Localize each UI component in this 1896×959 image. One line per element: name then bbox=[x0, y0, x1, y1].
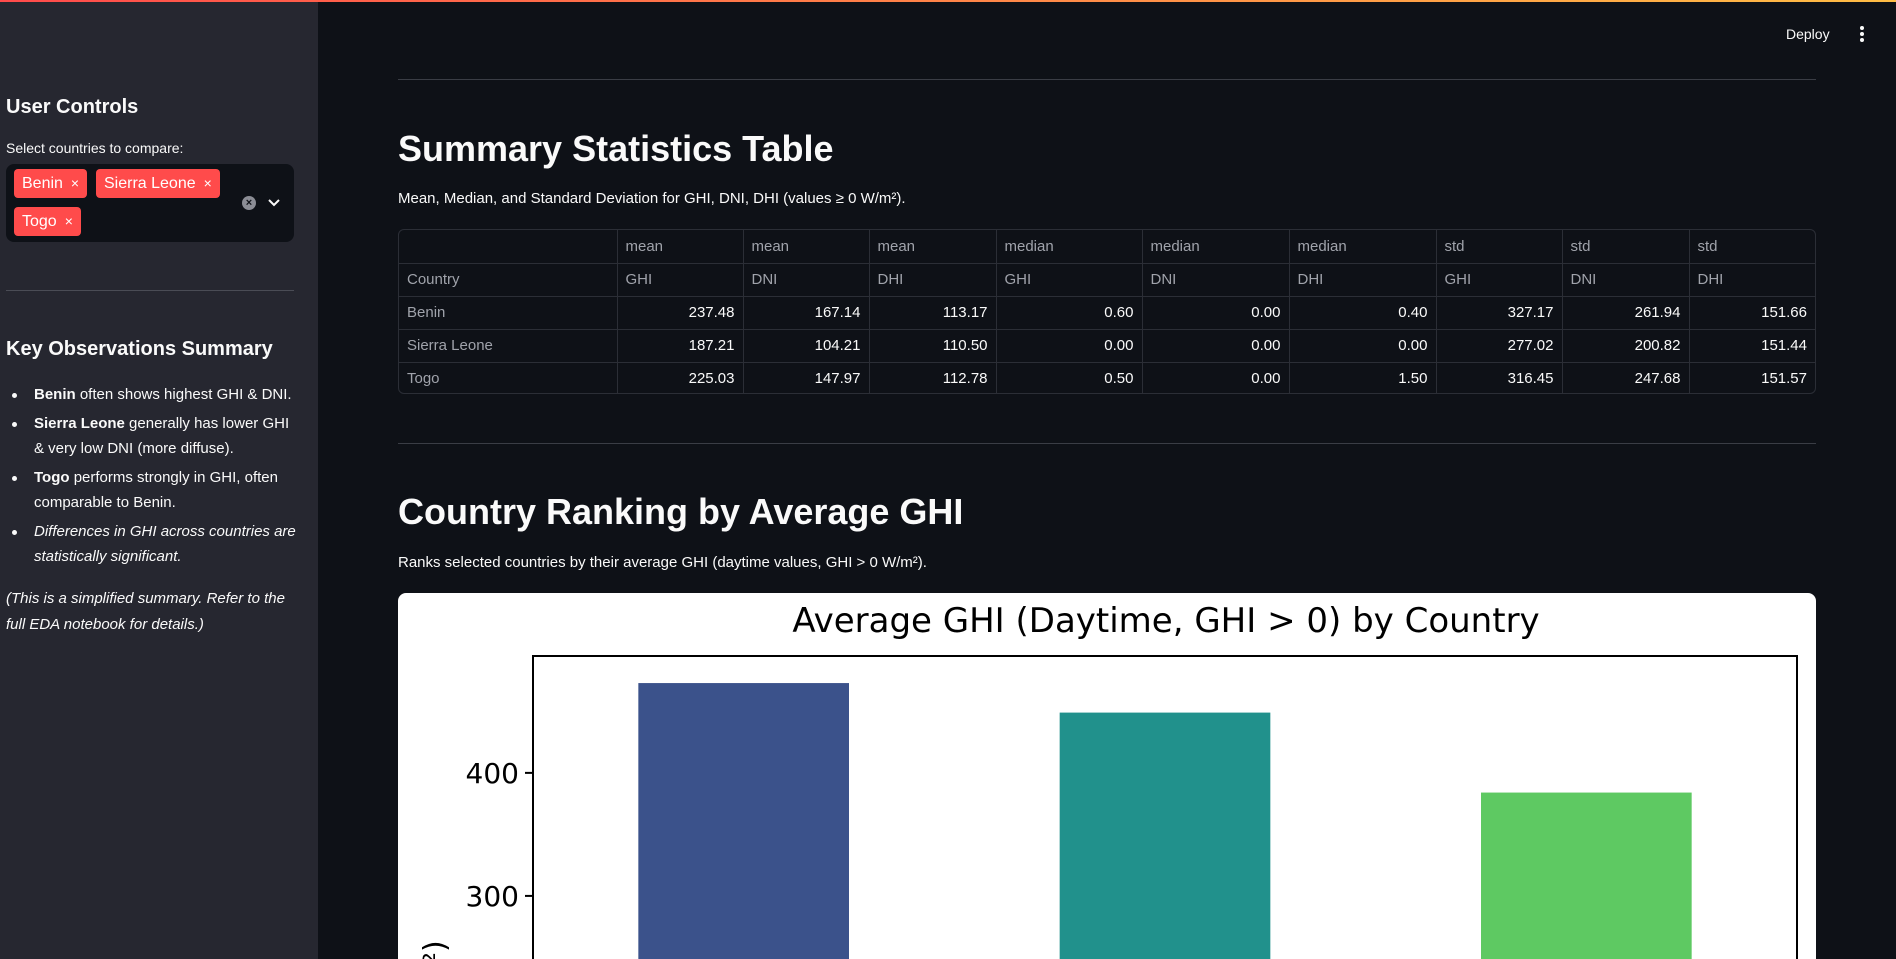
summary-note: (This is a simplified summary. Refer to … bbox=[6, 590, 285, 633]
ranking-title: Country Ranking by Average GHI bbox=[398, 491, 964, 532]
list-item: Sierra Leone generally has lower GHI & v… bbox=[6, 411, 296, 461]
chart-bar bbox=[638, 683, 849, 959]
table-cell: DNI bbox=[1562, 263, 1690, 297]
table-cell: 247.68 bbox=[1562, 362, 1690, 393]
table-cell: 277.02 bbox=[1436, 329, 1563, 363]
ranking-caption: Ranks selected countries by their averag… bbox=[398, 554, 927, 571]
table-cell: 0.00 bbox=[1289, 329, 1437, 363]
table-cell: 0.00 bbox=[1142, 329, 1290, 363]
table-cell: std bbox=[1436, 230, 1563, 264]
table-cell: 327.17 bbox=[1436, 296, 1563, 330]
table-cell: 151.44 bbox=[1689, 329, 1815, 363]
main-menu-icon[interactable] bbox=[1858, 26, 1866, 44]
sidebar-divider bbox=[6, 290, 294, 291]
table-cell: 113.17 bbox=[869, 296, 997, 330]
table-cell: 187.21 bbox=[617, 329, 744, 363]
table-cell: DNI bbox=[743, 263, 870, 297]
observations-list: Benin often shows highest GHI & DNI. Sie… bbox=[6, 382, 296, 573]
table-cell: 112.78 bbox=[869, 362, 997, 393]
deploy-button[interactable]: Deploy bbox=[1786, 26, 1830, 42]
table-cell: 1.50 bbox=[1289, 362, 1437, 393]
chart-bar bbox=[1481, 792, 1692, 959]
table-cell: 110.50 bbox=[869, 329, 997, 363]
table-cell: mean bbox=[743, 230, 870, 264]
tag-sierra-leone: Sierra Leone × bbox=[96, 169, 220, 198]
table-row: Togo 225.03 147.97 112.78 0.50 0.00 1.50 316.45… bbox=[399, 362, 1815, 393]
country-select-label: Select countries to compare: bbox=[6, 140, 184, 156]
table-cell: GHI bbox=[996, 263, 1143, 297]
table-cell: 151.66 bbox=[1689, 296, 1815, 330]
table-row: Benin 237.48 167.14 113.17 0.60 0.00 0.40 327.1… bbox=[399, 296, 1815, 330]
list-item: Benin often shows highest GHI & DNI. bbox=[6, 382, 296, 407]
ghi-ranking-chart: Average GHI (Daytime, GHI > 0) by Countr… bbox=[398, 593, 1816, 959]
tag-label: Sierra Leone bbox=[104, 175, 196, 192]
table-cell: DNI bbox=[1142, 263, 1290, 297]
table-cell: median bbox=[1289, 230, 1437, 264]
table-cell: 167.14 bbox=[743, 296, 870, 330]
table-cell: Togo bbox=[399, 362, 618, 393]
remove-tag-icon[interactable]: × bbox=[64, 213, 73, 229]
chart-title: Average GHI (Daytime, GHI > 0) by Countr… bbox=[792, 601, 1539, 641]
table-cell: 147.97 bbox=[743, 362, 870, 393]
table-cell: 151.57 bbox=[1761, 370, 1807, 388]
tag-label: Benin bbox=[22, 175, 63, 192]
table-cell: 0.50 bbox=[996, 362, 1143, 393]
table-cell: median bbox=[996, 230, 1143, 264]
list-item: Differences in GHI across countries are … bbox=[6, 519, 296, 569]
summary-title: Summary Statistics Table bbox=[398, 128, 834, 169]
chart-bar bbox=[1059, 712, 1271, 959]
table-header-row: Country GHI DNI DHI GHI DNI DHI GHI DNI DHI bbox=[399, 263, 1815, 297]
section-divider bbox=[398, 443, 1816, 444]
remove-tag-icon[interactable]: × bbox=[203, 175, 212, 191]
table-cell: 0.00 bbox=[996, 329, 1143, 363]
table-cell: std bbox=[1562, 230, 1690, 264]
user-controls-heading: User Controls bbox=[6, 96, 139, 118]
table-cell: 200.82 bbox=[1562, 329, 1690, 363]
table-cell: GHI bbox=[1436, 263, 1563, 297]
section-divider bbox=[398, 79, 1816, 80]
remove-tag-icon[interactable]: × bbox=[70, 175, 80, 191]
summary-caption: Mean, Median, and Standard Deviation for… bbox=[398, 190, 906, 207]
y-tick-label: 300 bbox=[466, 880, 519, 913]
table-cell: DHI bbox=[1689, 263, 1815, 297]
table-cell: 237.48 bbox=[617, 296, 744, 330]
table-cell: 0.00 bbox=[1142, 296, 1290, 330]
summary-stats-table[interactable]: mean mean mean median median median std std std C… bbox=[398, 229, 1816, 394]
table-cell: std bbox=[1689, 230, 1815, 264]
y-axis-label: HI (W/m²) bbox=[418, 940, 453, 959]
table-cell: 0.00 bbox=[1142, 362, 1290, 393]
table-cell: median bbox=[1142, 230, 1290, 264]
table-cell: 225.03 bbox=[617, 362, 744, 393]
list-item: Togo performs strongly in GHI, often com… bbox=[6, 465, 296, 515]
clear-all-icon[interactable]: × bbox=[242, 196, 256, 210]
plot-frame bbox=[532, 655, 1798, 959]
table-header-row: mean mean mean median median median std std std bbox=[399, 230, 1815, 264]
table-cell: mean bbox=[617, 230, 744, 264]
tag-benin: Benin × bbox=[14, 169, 88, 198]
y-tick-label: 400 bbox=[466, 757, 519, 790]
observations-heading: Key Observations Summary bbox=[6, 338, 273, 360]
table-cell: GHI bbox=[617, 263, 744, 297]
table-cell: 316.45 bbox=[1436, 362, 1563, 393]
table-cell: Sierra Leone bbox=[399, 329, 618, 363]
tag-togo: Togo × bbox=[14, 207, 81, 236]
table-cell: mean bbox=[869, 230, 997, 264]
table-cell: 0.40 bbox=[1289, 296, 1437, 330]
top-decoration-stripe bbox=[0, 0, 1896, 2]
table-cell: Benin bbox=[399, 296, 618, 330]
table-cell: Country bbox=[399, 263, 618, 297]
chart-canvas: Average GHI (Daytime, GHI > 0) by Countr… bbox=[418, 601, 1798, 959]
tag-label: Togo bbox=[22, 213, 57, 230]
table-cell: DHI bbox=[869, 263, 997, 297]
table-cell: 0.60 bbox=[996, 296, 1143, 330]
table-cell: 261.94 bbox=[1562, 296, 1690, 330]
table-cell: DHI bbox=[1289, 263, 1437, 297]
chevron-down-icon[interactable] bbox=[266, 194, 282, 210]
table-cell: 104.21 bbox=[743, 329, 870, 363]
country-multiselect[interactable]: Benin × Sierra Leone × Togo × × bbox=[6, 164, 294, 242]
table-row: Sierra Leone 187.21 104.21 110.50 0.00 0.00 0.… bbox=[399, 329, 1815, 363]
sidebar: User Controls Select countries to compar… bbox=[0, 0, 318, 959]
table-cell bbox=[399, 230, 618, 264]
